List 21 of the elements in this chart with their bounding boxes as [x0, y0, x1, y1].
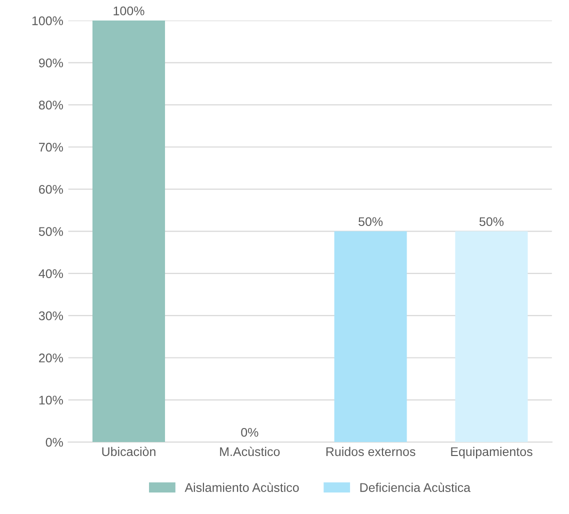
y-tick-label: 90%: [38, 58, 63, 68]
data-label: 50%: [479, 217, 504, 226]
y-tick-label: 40%: [38, 269, 63, 278]
y-tick-label: 30%: [38, 311, 63, 320]
data-label: 50%: [358, 217, 383, 226]
x-tick-label: Ubicaciòn: [102, 446, 156, 456]
y-tick-label: 0%: [46, 438, 63, 447]
y-tick-label: 100%: [32, 16, 63, 26]
y-tick-label: 10%: [39, 396, 63, 405]
data-label: 100%: [114, 6, 144, 16]
y-tick-label: 20%: [39, 354, 63, 362]
y-tick-label: 80%: [38, 100, 63, 110]
y-tick-label: 50%: [38, 227, 63, 236]
legend-label: Deficiencia Acùstica: [360, 482, 471, 492]
x-tick-label: M.Acùstico: [220, 446, 280, 456]
y-tick-label: 60%: [39, 184, 63, 194]
data-label: 0%: [241, 428, 258, 437]
x-tick-label: Ruidos externos: [326, 446, 416, 456]
x-tick-label: Equipamientos: [451, 446, 532, 459]
y-tick-label: 70%: [39, 142, 63, 152]
legend-label: Aislamiento Acùstico: [184, 482, 299, 492]
